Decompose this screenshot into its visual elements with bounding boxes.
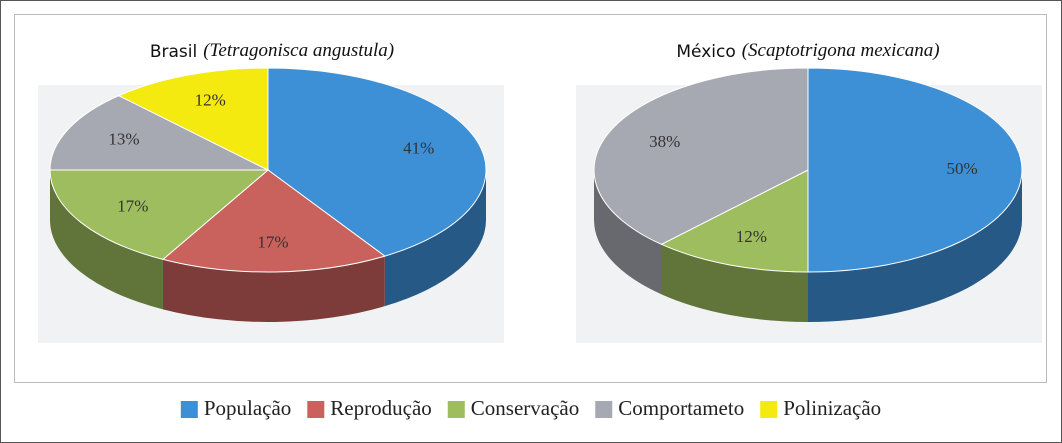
- slice: [267, 67, 487, 257]
- legend-swatch: [307, 401, 325, 418]
- legend-label: População: [204, 396, 291, 420]
- legend-label: Comportameto: [618, 396, 744, 420]
- slice-side: [162, 256, 385, 323]
- inner-frame: [14, 14, 1047, 383]
- value-label: 41%: [403, 138, 434, 157]
- value-label: 12%: [195, 91, 226, 110]
- slice-side: [661, 244, 808, 322]
- legend-swatch: [180, 401, 198, 418]
- legend-swatch: [447, 401, 465, 418]
- value-label: 17%: [257, 232, 288, 251]
- legend-label: Conservação: [471, 396, 579, 420]
- slice-side: [384, 170, 486, 307]
- slice: [161, 169, 386, 273]
- slice: [117, 67, 269, 171]
- legend-label: Polinização: [783, 396, 881, 420]
- legend-label: Reprodução: [330, 396, 431, 420]
- title-species: (Tetragonisca angustula): [203, 40, 394, 61]
- slice: [807, 67, 1023, 273]
- legend-swatch: [760, 401, 778, 418]
- title-main: México: [676, 42, 735, 62]
- slice: [49, 95, 269, 171]
- legend: População Reprodução Conservação Comportame…: [180, 396, 881, 420]
- slice-side: [50, 170, 163, 310]
- slice-side: [594, 170, 662, 295]
- legend-swatch: [595, 401, 613, 418]
- title-main: Brasil: [150, 42, 197, 62]
- slice: [660, 169, 809, 273]
- value-label: 12%: [736, 227, 767, 246]
- chart-title: México (Scaptotrigona mexicana): [676, 40, 939, 62]
- chart-title: Brasil (Tetragonisca angustula): [150, 40, 394, 62]
- title-species: (Scaptotrigona mexicana): [742, 40, 940, 61]
- value-label: 17%: [117, 196, 148, 215]
- slice: [593, 67, 809, 245]
- slice: [49, 169, 270, 260]
- slice-side: [808, 170, 1022, 322]
- value-label: 13%: [108, 130, 139, 149]
- value-label: 50%: [946, 159, 977, 178]
- value-label: 38%: [649, 132, 680, 151]
